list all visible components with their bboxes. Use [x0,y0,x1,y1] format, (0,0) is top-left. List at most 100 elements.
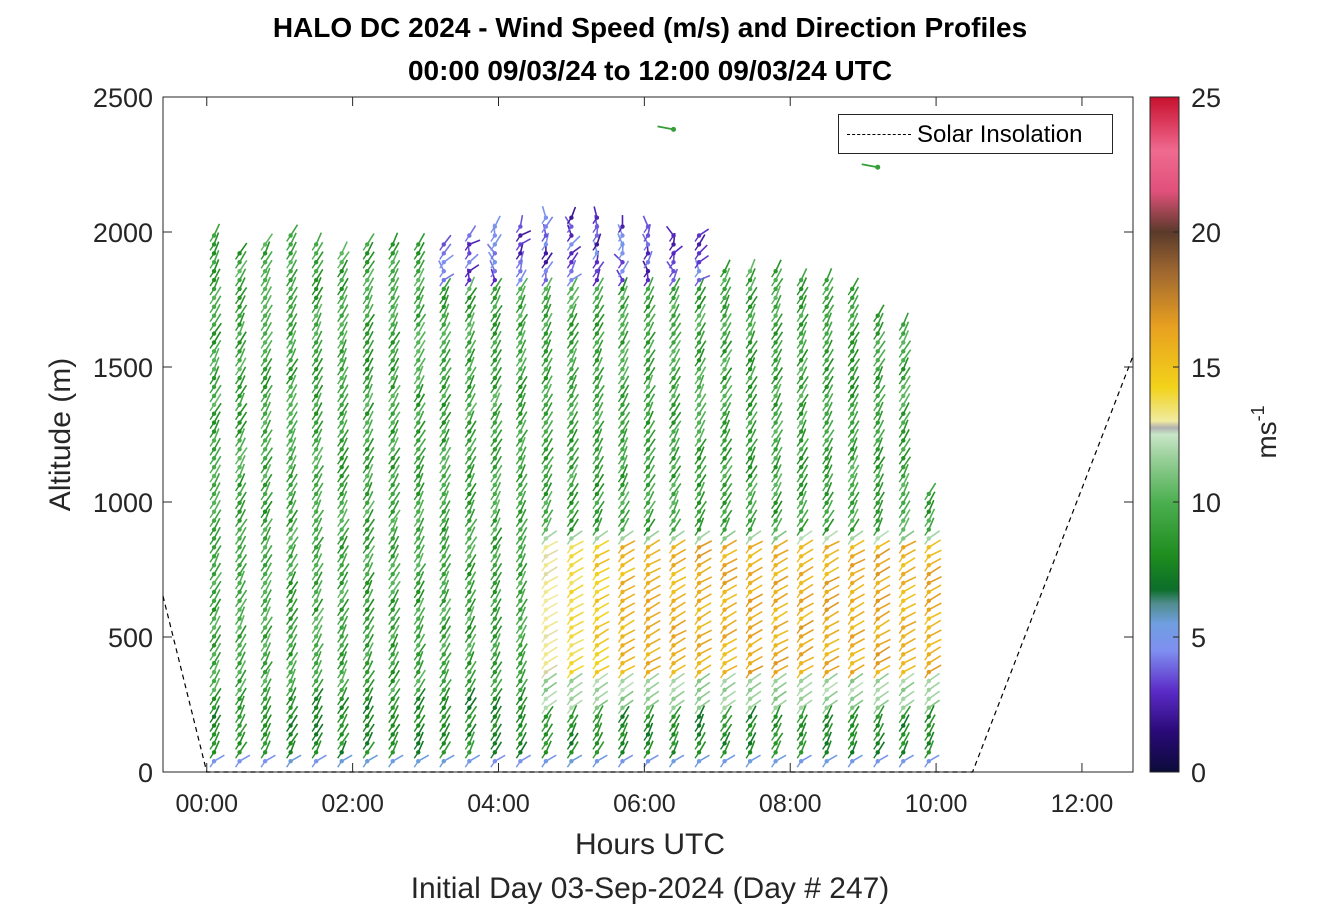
wind-barb-point [237,607,242,612]
wind-barb-point [237,482,242,488]
wind-barb-point [365,741,370,746]
wind-barb-point [339,643,344,648]
wind-barb-point [339,750,344,755]
wind-barb-point [339,589,344,595]
wind-barb-point [722,464,727,470]
wind-barb-point [237,750,242,755]
wind-barb-point [518,554,523,559]
wind-barb-point [875,491,880,497]
wind-barb-shaft [647,611,661,620]
wind-barb-point [492,375,498,381]
wind-barb-point [390,678,395,684]
wind-barb-point [416,251,421,256]
wind-barb-point [492,598,498,604]
wind-barb-point [467,741,472,746]
wind-barb-point [262,536,268,541]
wind-barb-point [518,759,523,764]
wind-barb-point [288,669,293,675]
wind-barb-point [390,545,395,550]
wind-barb-point [237,536,242,541]
wind-barb-point [313,554,319,559]
wind-barb-point [288,509,293,514]
wind-barb-point [211,536,217,541]
wind-barb-point [850,429,855,434]
wind-barb-point [543,723,549,728]
wind-barb-point [390,313,395,318]
wind-barb-point [671,233,676,238]
wind-barb-point [901,402,906,407]
wind-barb-shaft [902,584,916,593]
wind-barb-point [594,750,600,755]
wind-barb-point [747,268,753,274]
wind-barb-point [671,331,676,336]
wind-barb-shaft [622,575,636,584]
wind-barb-point [416,349,421,354]
wind-barb-point [313,518,319,523]
wind-barb-point [747,411,753,416]
wind-barb-shaft [622,602,636,611]
wind-barb-shaft [826,556,839,566]
wind-barb-point [722,402,727,407]
wind-barb-point [594,660,600,666]
wind-barb-shaft [571,629,584,638]
wind-barb-point [313,358,319,363]
wind-barb-point [824,678,829,684]
wind-barb-point [798,438,804,443]
wind-barb-point [645,696,651,702]
wind-barb-point [696,473,702,479]
wind-barb-shaft [851,567,866,575]
wind-barb-point [288,500,293,506]
wind-barb-point [237,678,242,684]
wind-barb-point [262,268,268,274]
wind-barb-point [416,607,421,612]
wind-barb-point [518,464,523,470]
wind-barb-point [824,340,829,345]
wind-barb-point [594,723,600,728]
wind-barb-point [416,652,421,657]
wind-barb-point [901,732,906,737]
wind-barb-point [237,366,242,372]
wind-barb-point [926,750,931,755]
wind-barb-point [237,456,242,461]
wind-barb-point [288,304,293,309]
wind-barb-point [824,500,829,506]
wind-barb-point [339,527,344,532]
wind-barb-point [518,562,523,568]
wind-barb-shaft [928,575,942,584]
wind-barb-point [773,669,778,675]
wind-barb-point [901,687,906,693]
wind-barb-point [441,589,446,595]
wind-barb-point [747,643,753,648]
wind-barb-point [594,358,600,363]
wind-barb-point [365,313,370,318]
wind-barb-point [850,741,855,746]
wind-barb-point [416,313,421,318]
wind-barb-point [850,598,855,604]
wind-barb-shaft [749,655,763,664]
wind-barb-point [416,491,421,497]
wind-barb-shaft [596,567,610,575]
wind-barb-point [339,723,344,728]
wind-barb-point [722,545,727,550]
wind-barb-point [773,643,778,648]
wind-barb-shaft [902,593,916,602]
wind-barb-point [543,607,549,612]
wind-barb-point [365,349,370,354]
wind-barb-point [262,545,268,550]
wind-barb-shaft [570,557,584,566]
wind-barb-point [696,268,702,274]
wind-barb-point [441,464,446,470]
wind-barb-shaft [724,593,738,602]
wind-barb-point [824,482,829,488]
wind-barb-point [288,268,293,274]
wind-barb-point [390,429,395,434]
wind-barb-point [211,545,217,550]
wind-barb-point [288,286,293,292]
wind-barb-point [416,687,421,693]
wind-barb-shaft [571,602,584,611]
wind-barb-point [467,322,472,327]
wind-barb-point [365,438,370,443]
wind-barb-point [365,634,370,639]
wind-barb-point [875,420,880,425]
wind-barb-point [594,224,600,229]
